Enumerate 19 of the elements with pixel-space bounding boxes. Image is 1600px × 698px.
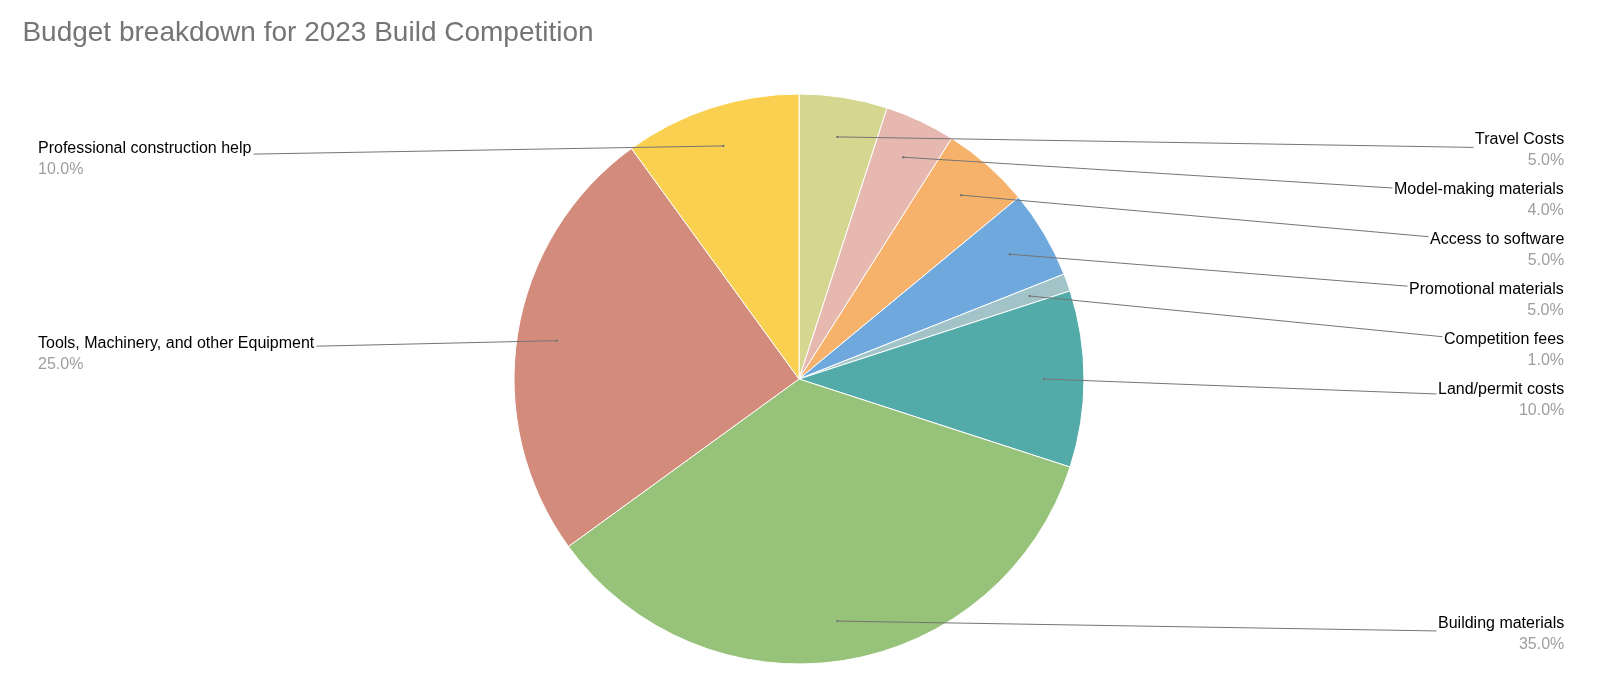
slice-label: Model-making materials: [1394, 180, 1564, 197]
data-label: 10.0%: [1518, 400, 1565, 418]
slice-label: Access to software: [1430, 230, 1565, 247]
slice-label: Building materials: [1438, 614, 1565, 631]
data-label: 5.0%: [1527, 250, 1565, 268]
data-label: 5.0%: [1527, 150, 1565, 168]
slice-label: Tools, Machinery, and other Equipment: [38, 334, 315, 351]
data-label: 4.0%: [1527, 200, 1564, 218]
slice-label: Competition fees: [1444, 330, 1565, 347]
slice-label: Land/permit costs: [1438, 380, 1565, 397]
slice-label: Professional construction help: [38, 139, 252, 156]
slice-label: Travel Costs: [1475, 130, 1565, 147]
data-label: 25.0%: [38, 354, 84, 372]
data-label: 1.0%: [1527, 350, 1565, 368]
data-label: 10.0%: [38, 159, 84, 177]
data-label: 35.0%: [1518, 634, 1565, 652]
data-label: 5.0%: [1527, 300, 1564, 318]
slice-label: Promotional materials: [1409, 280, 1564, 297]
chart-title: Budget breakdown for 2023 Build Competition: [22, 15, 594, 47]
